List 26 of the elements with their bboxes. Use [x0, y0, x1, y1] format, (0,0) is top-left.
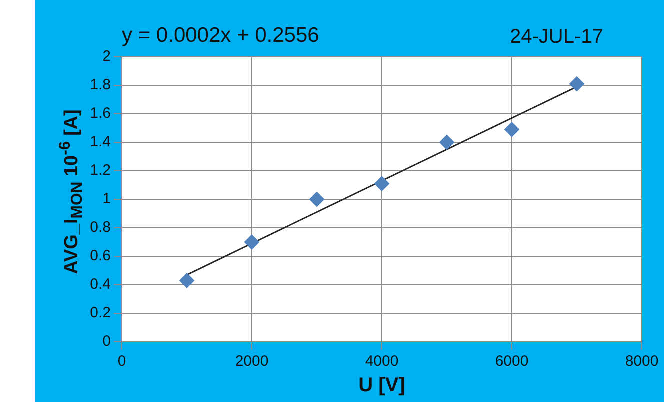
y-tick-label: 0.6: [90, 248, 111, 265]
point: [440, 135, 454, 150]
y-tick-label: 0.2: [90, 304, 111, 322]
text: 24-JUL-17: [510, 26, 604, 49]
x-tick-label: 8000: [625, 353, 659, 370]
y-tick-label: 1: [102, 190, 111, 208]
x-tick-label: 2000: [235, 353, 269, 370]
x-tick-label: 4000: [365, 353, 399, 370]
y-tick-label: 1.4: [90, 134, 111, 151]
y-tick-label: 2: [102, 48, 111, 66]
y-tick-label: 0.8: [90, 219, 111, 236]
x-tick-label: 0: [118, 353, 126, 370]
x-axis-title: U [V]: [358, 374, 406, 397]
x-tick-label: 6000: [495, 353, 529, 370]
y-tick-label: 0.4: [90, 276, 111, 294]
point: [374, 176, 390, 192]
point: [310, 192, 324, 207]
y-tick-label: 1.6: [90, 105, 111, 122]
y-tick-label: 1.2: [90, 162, 111, 180]
text: y = 0.0002x + 0.2556: [122, 24, 320, 48]
point: [180, 273, 194, 288]
y-tick-label: 0: [102, 333, 111, 350]
point: [504, 122, 520, 138]
point: [244, 234, 260, 250]
y-tick-label: 1.8: [90, 76, 111, 94]
point: [570, 76, 584, 92]
